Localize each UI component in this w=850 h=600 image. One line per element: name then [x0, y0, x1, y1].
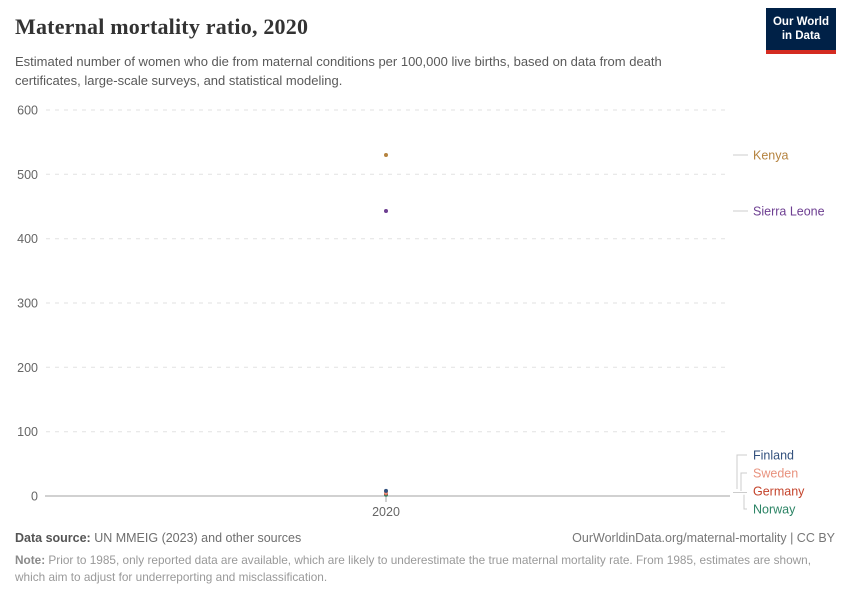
legend-label-kenya[interactable]: Kenya	[753, 149, 788, 163]
data-point-sierra-leone[interactable]	[384, 209, 388, 213]
y-tick-400: 400	[17, 232, 38, 246]
y-tick-200: 200	[17, 361, 38, 375]
chart-subtitle: Estimated number of women who die from m…	[15, 54, 662, 89]
legend-label-finland[interactable]: Finland	[753, 449, 794, 463]
data-source-label: Data source:	[15, 531, 91, 545]
owid-logo-line2: in Data	[781, 30, 821, 43]
chart-footer: Data source: UN MMEIG (2023) and other s…	[15, 531, 835, 586]
x-tick-label-2020: 2020	[372, 505, 400, 519]
owid-logo-line1: Our World	[772, 16, 829, 28]
legend-label-norway[interactable]: Norway	[753, 503, 796, 517]
scatter-plot: 600 500 400 300 200 100 0 2020 Kenya Sie…	[17, 104, 825, 520]
y-tick-600: 600	[17, 104, 38, 118]
note-text: Prior to 1985, only reported data are av…	[15, 553, 812, 584]
legend-label-germany[interactable]: Germany	[753, 485, 805, 499]
legend-label-sierra-leone[interactable]: Sierra Leone	[753, 205, 825, 219]
leader-sweden	[740, 472, 747, 491]
owid-logo[interactable]: Our World in Data	[766, 8, 836, 54]
legend-label-sweden[interactable]: Sweden	[753, 467, 798, 481]
data-point-kenya[interactable]	[384, 153, 388, 157]
y-tick-0: 0	[31, 490, 38, 504]
y-tick-500: 500	[17, 168, 38, 182]
y-tick-100: 100	[17, 425, 38, 439]
leader-norway	[743, 494, 747, 510]
leader-finland	[736, 454, 747, 489]
note-row: Note: Prior to 1985, only reported data …	[15, 552, 835, 586]
source-row: Data source: UN MMEIG (2023) and other s…	[15, 531, 835, 545]
owid-url-link[interactable]: OurWorldinData.org/maternal-mortality | …	[572, 531, 835, 545]
data-source-value: UN MMEIG (2023) and other sources	[90, 531, 302, 545]
data-source-text: Data source: UN MMEIG (2023) and other s…	[15, 531, 301, 545]
data-point-finland[interactable]	[384, 488, 388, 493]
y-tick-300: 300	[17, 297, 38, 311]
note-label: Note:	[15, 553, 46, 567]
page-title: Maternal mortality ratio, 2020	[15, 14, 309, 39]
